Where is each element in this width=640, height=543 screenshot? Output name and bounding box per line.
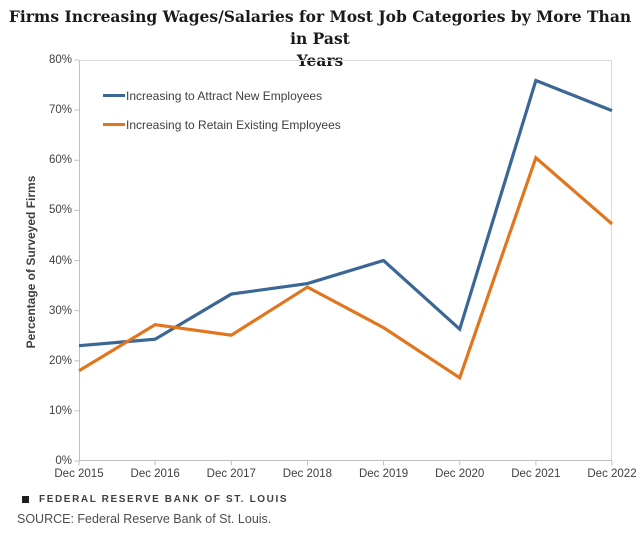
chart-title-line1: Firms Increasing Wages/Salaries for Most… (8, 7, 632, 48)
black-square-icon (22, 495, 29, 503)
series-line-0 (78, 78, 613, 348)
x-tick-label: Dec 2021 (511, 468, 561, 480)
y-tick-label: 30% (48, 304, 72, 317)
x-tick-label: Dec 2015 (54, 468, 104, 480)
y-tick-label: 10% (48, 404, 72, 417)
plot-area: Increasing to Attract New Employees Incre… (74, 59, 614, 466)
y-tick-label: 80% (48, 54, 72, 66)
x-tick-label: Dec 2019 (358, 468, 409, 480)
legend-label: Increasing to Retain Existing Employees (126, 117, 341, 132)
x-tick-label: Dec 2022 (587, 468, 637, 480)
legend-line-icon (103, 94, 125, 97)
y-tick-label: 60% (48, 154, 72, 167)
chart-title: Firms Increasing Wages/Salaries for Most… (0, 6, 640, 72)
legend-item: Increasing to Retain Existing Employees (103, 117, 341, 132)
x-tick-label: Dec 2018 (282, 468, 333, 480)
x-tick-label: Dec 2020 (435, 468, 485, 480)
legend-item: Increasing to Attract New Employees (103, 88, 341, 103)
legend-label: Increasing to Attract New Employees (126, 88, 323, 103)
source-note: SOURCE: Federal Reserve Bank of St. Loui… (17, 512, 272, 526)
y-tick-label: 20% (48, 354, 72, 367)
x-tick-label: Dec 2017 (206, 468, 256, 480)
y-tick-label: 40% (48, 254, 72, 267)
legend: Increasing to Attract New Employees Incre… (103, 88, 341, 146)
y-tick-label: 0% (55, 455, 72, 467)
fred-brand: FEDERAL RESERVE BANK OF ST. LOUIS (22, 492, 288, 506)
y-tick-label: 70% (48, 104, 72, 117)
series-line-1 (78, 154, 614, 381)
x-tick-label: Dec 2016 (130, 468, 180, 480)
y-tick-label: 50% (48, 204, 72, 217)
legend-line-icon (103, 123, 125, 126)
brand-text: FEDERAL RESERVE BANK OF ST. LOUIS (39, 493, 289, 505)
line-chart-svg (74, 59, 614, 466)
